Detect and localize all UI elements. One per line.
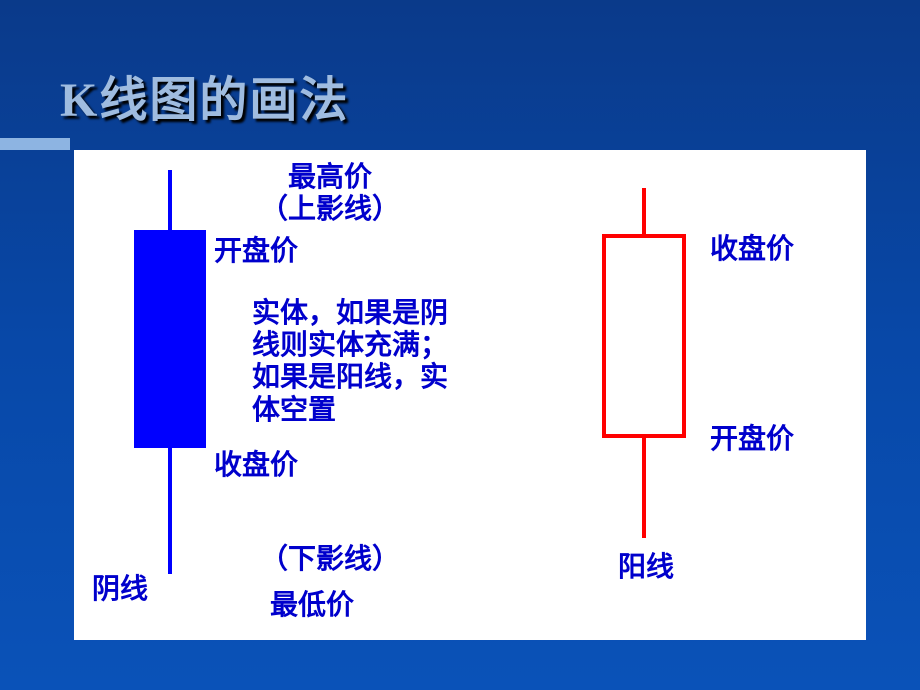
slide: K线图的画法 最高价 （上影线） 开盘价 实体，如果是阴 线则实体充满； 如果是…: [0, 0, 920, 690]
label-yin-open-price: 开盘价: [214, 236, 298, 268]
label-lower-shadow: （下影线）: [260, 544, 400, 576]
yin-candle-body: [134, 230, 206, 448]
yin-upper-wick: [168, 170, 172, 230]
label-body-description: 实体，如果是阴 线则实体充满； 如果是阳线，实 体空置: [252, 298, 448, 427]
title-accent-line: [0, 138, 70, 150]
yang-upper-wick: [642, 188, 646, 234]
yang-candle-body: [602, 234, 686, 438]
slide-title: K线图的画法: [60, 60, 349, 130]
label-yang-close-price: 收盘价: [710, 234, 794, 266]
label-yang-name: 阳线: [618, 552, 674, 584]
label-upper-shadow: （上影线）: [260, 194, 400, 226]
label-highest-price: 最高价: [288, 162, 372, 194]
label-lowest-price: 最低价: [270, 590, 354, 622]
label-yang-open-price: 开盘价: [710, 424, 794, 456]
label-yin-close-price: 收盘价: [214, 450, 298, 482]
label-yin-name: 阴线: [92, 574, 148, 606]
yang-lower-wick: [642, 438, 646, 538]
candlestick-diagram-panel: 最高价 （上影线） 开盘价 实体，如果是阴 线则实体充满； 如果是阳线，实 体空…: [74, 150, 866, 640]
yin-lower-wick: [168, 448, 172, 574]
